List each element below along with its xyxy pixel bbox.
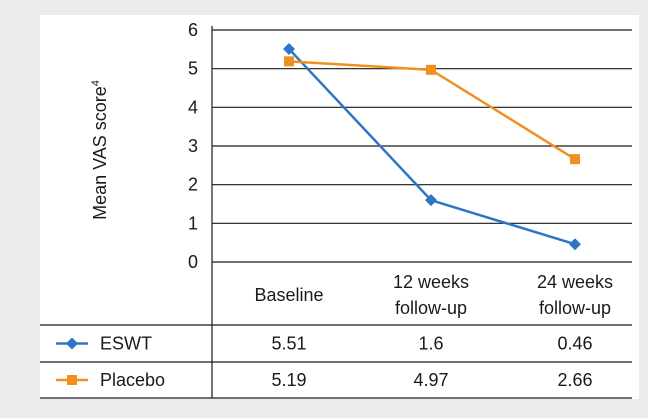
table-value: 5.51	[271, 334, 306, 354]
data-point	[283, 42, 295, 55]
data-table: ESWT 5.51 1.6 0.46 Placebo 5.19 4.97 2.66	[56, 334, 593, 390]
data-point	[284, 56, 294, 67]
y-axis-ticks: 0 1 2 3 4 5 6	[188, 20, 198, 272]
x-category-label: 24 weeks	[537, 272, 613, 292]
data-point	[426, 64, 436, 75]
y-tick-label: 3	[188, 136, 198, 156]
data-point	[570, 154, 580, 165]
x-category-label: Baseline	[254, 285, 323, 305]
y-tick-label: 2	[188, 175, 198, 195]
y-tick-label: 1	[188, 213, 198, 233]
table-value: 2.66	[557, 370, 592, 390]
y-tick-label: 5	[188, 59, 198, 79]
y-tick-label: 6	[188, 20, 198, 40]
legend-square-icon	[67, 375, 77, 385]
data-point	[425, 194, 437, 207]
gridlines	[212, 29, 632, 224]
y-tick-label: 4	[188, 97, 198, 117]
y-axis-label-superscript: 4	[90, 80, 102, 86]
legend-label: ESWT	[100, 334, 152, 354]
table-value: 1.6	[418, 334, 443, 354]
legend-label: Placebo	[100, 370, 165, 390]
x-category-label: follow-up	[539, 298, 611, 318]
y-axis-label-text: Mean VAS score	[90, 86, 110, 220]
chart-area-background	[40, 15, 639, 399]
table-value: 4.97	[413, 370, 448, 390]
series-lines	[283, 42, 581, 251]
category-labels: Baseline 12 weeks follow-up 24 weeks follow-…	[254, 272, 613, 318]
data-point	[569, 238, 581, 251]
y-axis-label: Mean VAS score4	[90, 80, 110, 220]
x-category-label: follow-up	[395, 298, 467, 318]
data-table-lines	[40, 26, 632, 399]
legend-diamond-icon	[66, 337, 78, 350]
table-value: 5.19	[271, 370, 306, 390]
y-tick-label: 0	[188, 252, 198, 272]
x-category-label: 12 weeks	[393, 272, 469, 292]
table-value: 0.46	[557, 334, 592, 354]
